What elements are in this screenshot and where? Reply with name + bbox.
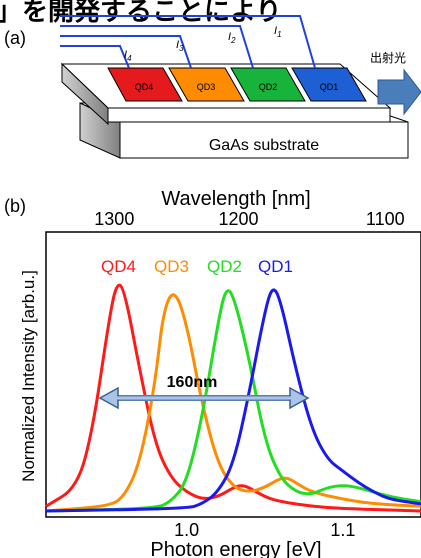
qd4-label: QD4: [135, 82, 154, 92]
panel-b-label: (b): [4, 196, 26, 216]
series-line-qd3: [45, 293, 421, 513]
series-line-qd4: [45, 283, 421, 513]
series-labels: QD4 QD3 QD2 QD1: [101, 257, 293, 276]
current-label-i3: I3: [176, 39, 184, 53]
wire-i2: [60, 25, 254, 69]
header-fragment: 」を開発することにより: [0, 0, 281, 26]
bottom-axis-title: Photon energy [eV]: [150, 539, 321, 558]
span-label: 160nm: [167, 374, 218, 391]
qd1-label: QD1: [320, 82, 339, 92]
top-tick-label: 1200: [218, 209, 258, 229]
bottom-tick-label: 1.1: [330, 520, 355, 540]
output-arrow-icon: [377, 68, 421, 116]
panel-a-device-schematic: (a) GaAs substrate QD4 QD3 QD2 QD1: [4, 15, 421, 159]
qd1-region: [291, 67, 367, 102]
current-label-i1: I1: [274, 25, 282, 39]
substrate-front: [119, 121, 409, 159]
device-front: [107, 107, 391, 123]
span-arrow: [98, 386, 310, 410]
top-tick-label: 1300: [94, 209, 134, 229]
qd4-region: [107, 67, 183, 102]
qd-regions: QD4 QD3 QD2 QD1: [107, 67, 367, 102]
wire-i1: [60, 15, 316, 69]
series-line-qd2: [45, 289, 421, 513]
series-label-qd4: QD4: [101, 257, 136, 276]
electrode-wires: [60, 15, 316, 69]
qd3-label: QD3: [197, 82, 216, 92]
top-tick-label: 1100: [366, 209, 405, 229]
panel-b-spectrum: (b) Wavelength [nm] 1300 1200 1100 1.0 1.1 …: [4, 188, 421, 558]
device-side: [61, 62, 109, 126]
current-label-i4: I4: [124, 49, 132, 63]
spectrum-series: [45, 283, 421, 513]
panel-a-label: (a): [4, 28, 26, 48]
current-labels: I4 I3 I2 I1: [124, 25, 282, 63]
qd2-label: QD2: [259, 82, 278, 92]
substrate-label: GaAs substrate: [209, 137, 319, 154]
qd3-region: [168, 67, 245, 102]
series-label-qd2: QD2: [207, 257, 242, 276]
plot-frame: [45, 231, 421, 518]
wire-i3: [60, 35, 192, 69]
qd2-region: [230, 67, 306, 102]
series-label-qd3: QD3: [154, 257, 189, 276]
series-line-qd1: [45, 288, 421, 513]
y-axis-title: Normalized Intensity [arb.u.]: [19, 270, 38, 482]
top-axis-title: Wavelength [nm]: [161, 188, 310, 210]
bottom-tick-label: 1.0: [174, 520, 199, 540]
output-label: 出射光: [370, 50, 406, 65]
wire-i4: [60, 45, 130, 69]
series-label-qd1: QD1: [258, 257, 293, 276]
current-label-i2: I2: [228, 31, 236, 45]
